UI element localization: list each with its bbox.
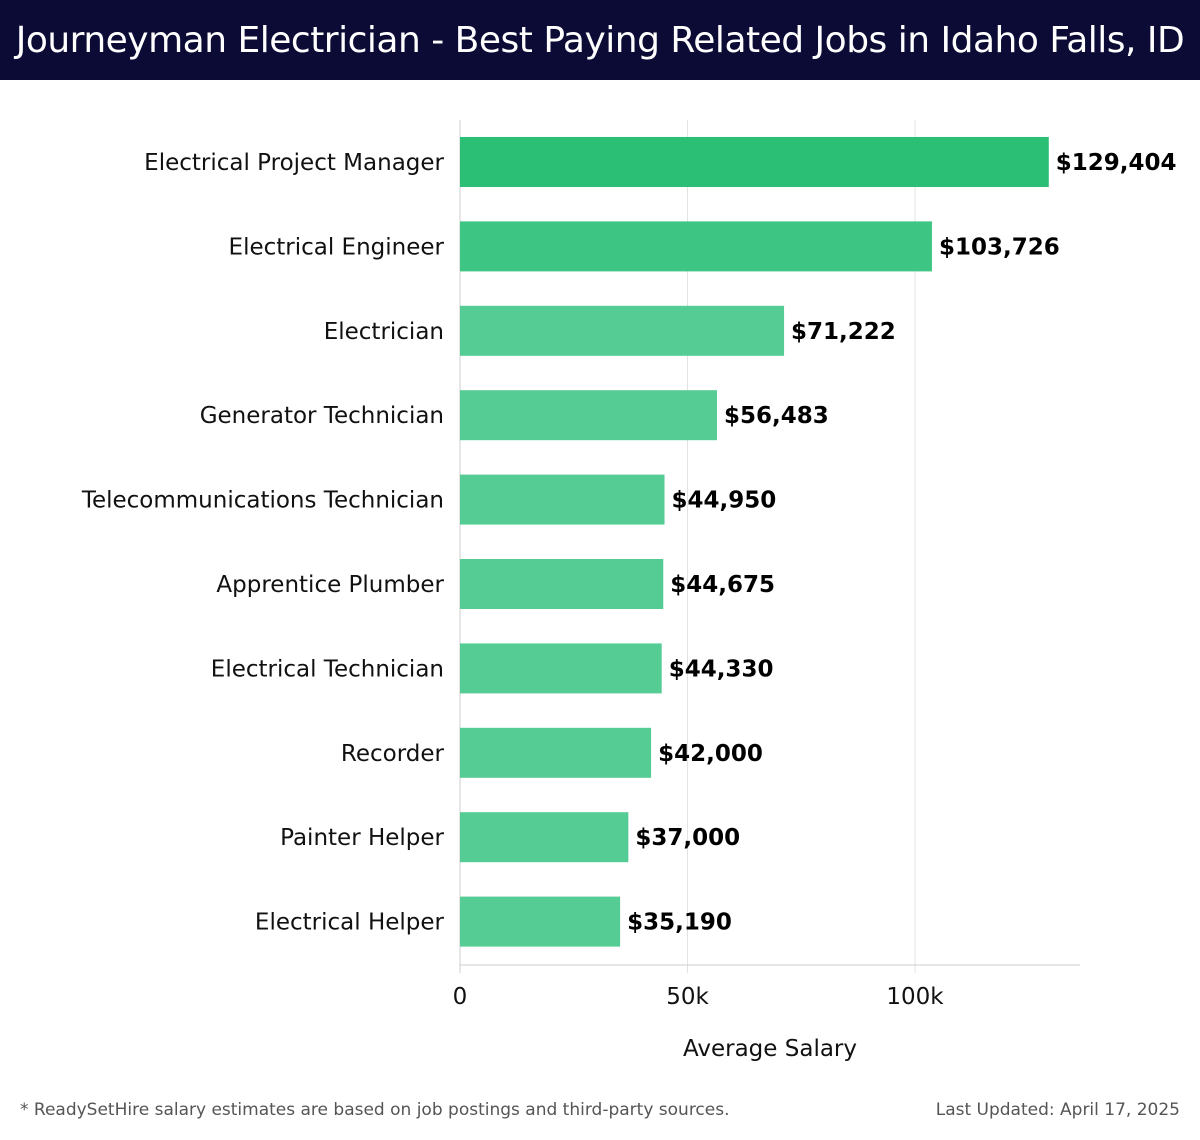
bar — [460, 474, 665, 525]
bar — [460, 221, 932, 272]
category-label: Electrical Technician — [211, 656, 444, 682]
data-label: $44,675 — [670, 572, 775, 598]
x-tick-label: 0 — [453, 984, 468, 1010]
data-label: $103,726 — [939, 234, 1060, 260]
bar — [460, 812, 629, 863]
data-label: $71,222 — [791, 319, 896, 345]
bar — [460, 137, 1049, 187]
data-label: $37,000 — [635, 825, 740, 851]
category-label: Electrical Engineer — [229, 234, 445, 260]
data-label: $42,000 — [658, 741, 763, 767]
category-label: Electrical Project Manager — [144, 150, 444, 176]
category-label: Painter Helper — [280, 825, 444, 851]
bar — [460, 896, 621, 947]
data-label: $129,404 — [1056, 150, 1177, 176]
category-label: Recorder — [341, 741, 445, 767]
category-label: Generator Technician — [200, 403, 444, 429]
x-axis-label: Average Salary — [683, 1036, 857, 1062]
bar-chart: Electrical Project Manager $129,404 Electr… — [81, 120, 1177, 1062]
bar — [460, 643, 662, 694]
title-bar: Journeyman Electrician - Best Paying Rel… — [0, 0, 1200, 80]
x-tick-label: 100k — [886, 984, 944, 1010]
footer-note: * ReadySetHire salary estimates are base… — [20, 1100, 730, 1120]
category-label: Apprentice Plumber — [216, 572, 444, 598]
chart-title: Journeyman Electrician - Best Paying Rel… — [15, 19, 1185, 61]
category-label: Electrician — [324, 319, 444, 345]
category-label: Electrical Helper — [255, 910, 445, 936]
bar — [460, 559, 664, 609]
category-label: Telecommunications Technician — [81, 488, 444, 514]
data-label: $56,483 — [724, 403, 829, 429]
data-label: $44,330 — [669, 656, 774, 682]
bar — [460, 305, 785, 356]
bar — [460, 727, 652, 778]
x-tick-label: 50k — [666, 984, 709, 1010]
data-label: $35,190 — [627, 910, 732, 936]
data-label: $44,950 — [672, 488, 777, 514]
last-updated: Last Updated: April 17, 2025 — [935, 1100, 1180, 1120]
bar — [460, 390, 717, 441]
